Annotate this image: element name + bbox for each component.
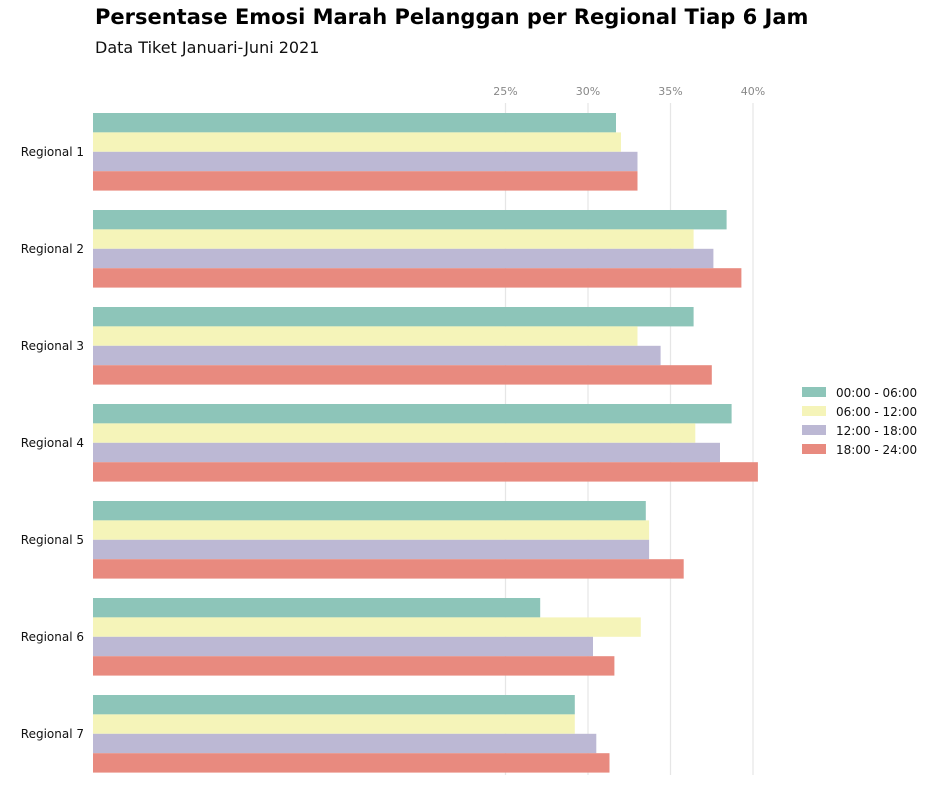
category-label: Regional 7 [21,727,84,741]
legend-swatch [802,387,826,397]
bar [93,617,641,637]
bar [93,442,720,463]
bar [93,714,575,734]
bar [93,151,638,172]
legend-swatch [802,425,826,435]
bar [93,268,742,288]
bars-layer [93,113,758,773]
bar [93,248,714,269]
tick-label: 30% [576,85,600,98]
category-label: Regional 5 [21,533,84,547]
bar [93,501,646,521]
bar [93,345,661,366]
tick-label: 35% [658,85,682,98]
bar [93,656,615,676]
category-label: Regional 4 [21,436,84,450]
bar [93,520,650,540]
chart-subtitle: Data Tiket Januari-Juni 2021 [95,38,320,57]
category-label: Regional 1 [21,145,84,159]
tick-label: 40% [741,85,765,98]
bar [93,210,727,230]
legend-swatch [802,444,826,454]
tick-label: 25% [493,85,517,98]
bar [93,229,694,249]
legend-label: 00:00 - 06:00 [836,386,917,400]
bar [93,132,621,152]
bar [93,171,638,191]
bar [93,559,684,579]
bar [93,113,616,133]
category-label: Regional 3 [21,339,84,353]
bar [93,695,575,715]
legend-swatch [802,406,826,416]
bar [93,753,610,773]
bar [93,598,541,618]
category-label: Regional 2 [21,242,84,256]
bar [93,307,694,327]
category-label: Regional 6 [21,630,84,644]
bar [93,404,732,424]
legend-label: 18:00 - 24:00 [836,443,917,457]
bar [93,365,712,385]
legend-label: 06:00 - 12:00 [836,405,917,419]
bar [93,326,638,346]
legend-label: 12:00 - 18:00 [836,424,917,438]
legend: 00:00 - 06:00 06:00 - 12:00 12:00 - 18:00 1… [802,386,917,457]
category-labels: Regional 1 Regional 2 Regional 3 Regional 4… [21,145,84,741]
bar [93,462,758,482]
bar [93,636,593,657]
bar [93,423,696,443]
bar [93,539,650,560]
bar [93,733,597,754]
chart-title: Persentase Emosi Marah Pelanggan per Reg… [95,5,809,29]
